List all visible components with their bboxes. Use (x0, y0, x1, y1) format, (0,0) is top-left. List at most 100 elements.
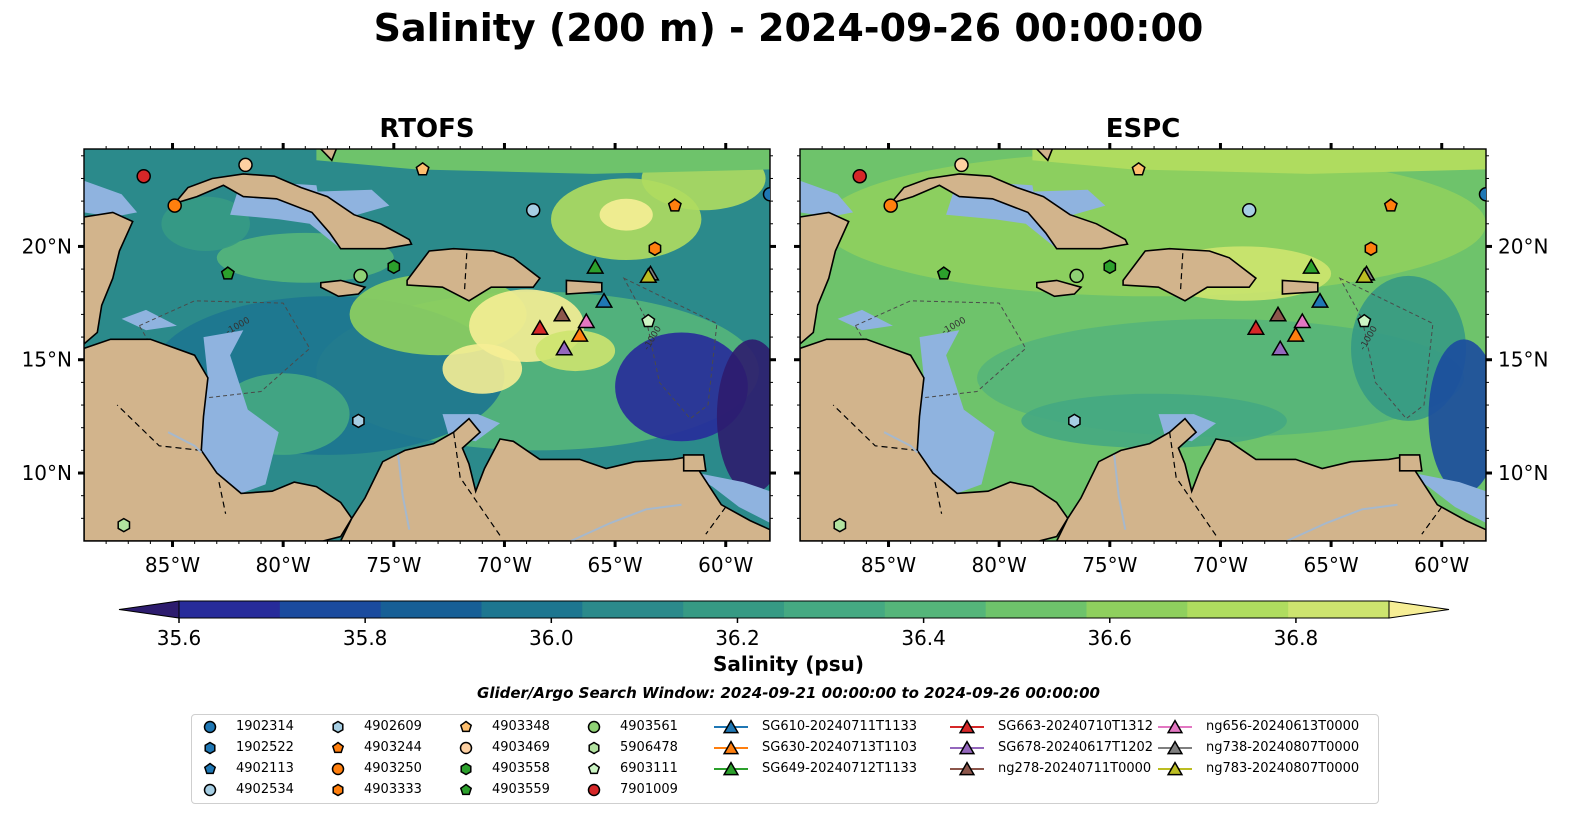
legend-marker (459, 720, 473, 733)
marker-7901009 (136, 168, 151, 184)
legend-triangle-icon (958, 740, 976, 755)
legend-triangle-icon (958, 761, 976, 776)
legend-triangle-icon (1166, 740, 1184, 755)
land-hispaniola (406, 247, 542, 302)
colorbar-segment (1086, 601, 1188, 618)
marker-4903250 (883, 198, 898, 213)
lon-tick-label: 80°W (256, 553, 311, 577)
land-trinidad (1398, 454, 1423, 472)
legend-symbol-icon (587, 762, 601, 775)
continental-shelf (917, 330, 995, 494)
lat-tick-label: 10°N (1498, 461, 1548, 485)
legend-marker (459, 783, 473, 796)
legend-label: SG678-20240617T1202 (998, 740, 1154, 755)
legend-symbol-icon (587, 720, 601, 734)
legend-label: 4903348 (492, 719, 550, 734)
colorbar-frame (178, 600, 1390, 619)
marker-4903250 (167, 198, 182, 213)
legend-marker (332, 783, 344, 797)
marker-4902534 (1241, 202, 1257, 218)
marker-4903558 (387, 259, 401, 275)
land-south-america (1055, 417, 1486, 541)
marker-SG649-20240712T1133 (1302, 258, 1321, 274)
salinity-patch (615, 332, 748, 442)
legend-triangle-icon (958, 719, 976, 734)
salinity-patch (161, 196, 250, 251)
river (167, 431, 203, 454)
marker-SG610-20240711T1133 (1310, 292, 1330, 308)
panel-title-espc: ESPC (1105, 114, 1181, 144)
legend-label: 4903561 (620, 719, 678, 734)
legend-marker (203, 720, 217, 734)
legend-label: ng783-20240807T0000 (1206, 761, 1360, 776)
marker-ng278-20240711T0000 (552, 305, 572, 322)
marker-ng656-20240613T0000 (1293, 312, 1312, 329)
salinity-patch (1428, 339, 1486, 494)
national-border (705, 506, 727, 535)
national-border (218, 481, 227, 514)
marker-SG649-20240712T1133 (586, 258, 605, 274)
marker-4903561 (353, 268, 368, 284)
colorbar-tick-label: 36.4 (901, 626, 946, 650)
colorbar-label: Salinity (psu) (712, 652, 864, 676)
land-jamaica (1036, 279, 1083, 298)
lon-tick-label: 75°W (366, 553, 421, 577)
figure-title: Salinity (200 m) - 2024-09-26 00:00:00 (373, 6, 1204, 50)
legend-symbol-icon (204, 741, 216, 755)
marker-4903244 (667, 198, 682, 212)
map-panel-rtofs: -1000 -1000 (84, 149, 770, 541)
legend-marker (588, 741, 600, 755)
legend-label: 4902609 (364, 719, 422, 734)
legend-symbol-icon (588, 741, 600, 755)
legend-symbol-icon (587, 783, 601, 797)
legend-marker (587, 720, 601, 734)
land-bahamas-andros (319, 149, 338, 162)
marker-4903561 (1069, 268, 1084, 284)
legend-marker (1158, 719, 1192, 734)
colorbar-extend-high (1388, 600, 1450, 619)
marker-SG610-20240711T1133 (594, 292, 614, 308)
legend-label: 4903469 (492, 740, 550, 755)
legend-symbol-icon (331, 762, 345, 776)
national-border (116, 404, 202, 451)
marker-4903244 (1383, 198, 1398, 212)
marker-4903348 (1131, 161, 1146, 176)
legend-label: 1902522 (236, 740, 294, 755)
land-puerto-rico (565, 279, 603, 295)
marker-SG663-20240710T1312 (530, 319, 549, 336)
land-trinidad (682, 454, 707, 472)
marker-1902522 (836, 118, 847, 131)
marker-4903559 (936, 266, 951, 280)
marker-4903469 (954, 157, 969, 173)
marker-4903348 (415, 161, 430, 176)
legend-label: ng278-20240711T0000 (998, 761, 1152, 776)
legend-label: SG649-20240712T1133 (762, 761, 918, 776)
land-yucatan (84, 211, 134, 345)
colorbar-tick-label: 35.8 (343, 626, 388, 650)
national-border (1180, 253, 1184, 290)
marker-4903558 (1103, 259, 1117, 275)
land-central-america (800, 338, 1069, 541)
legend-symbol-icon (459, 720, 473, 733)
salinity-patch (1021, 393, 1287, 449)
marker-5906478 (833, 517, 847, 533)
legend-symbol-icon (459, 783, 473, 796)
national-border (934, 481, 943, 514)
legend-marker (587, 762, 601, 775)
lat-tick-label: 20°N (1498, 234, 1548, 258)
legend-marker (950, 761, 984, 776)
colorbar-segment (1187, 601, 1289, 618)
continental-shelf (800, 180, 854, 217)
map-panel-espc: -1000 -1000 (800, 149, 1486, 541)
legend-triangle-icon (1166, 761, 1184, 776)
marker-4903469 (238, 157, 253, 173)
legend: 1902314 1902522 4902113 4902534 4902609 49032… (191, 714, 1379, 804)
map-frame (83, 148, 771, 542)
colorbar-segment (985, 601, 1087, 618)
colorbar-tick-label: 35.6 (157, 626, 202, 650)
legend-label: 4903333 (364, 782, 422, 797)
marker-ng278-20240711T0000 (1268, 305, 1288, 322)
legend-marker (331, 741, 345, 754)
legend-marker (587, 783, 601, 797)
